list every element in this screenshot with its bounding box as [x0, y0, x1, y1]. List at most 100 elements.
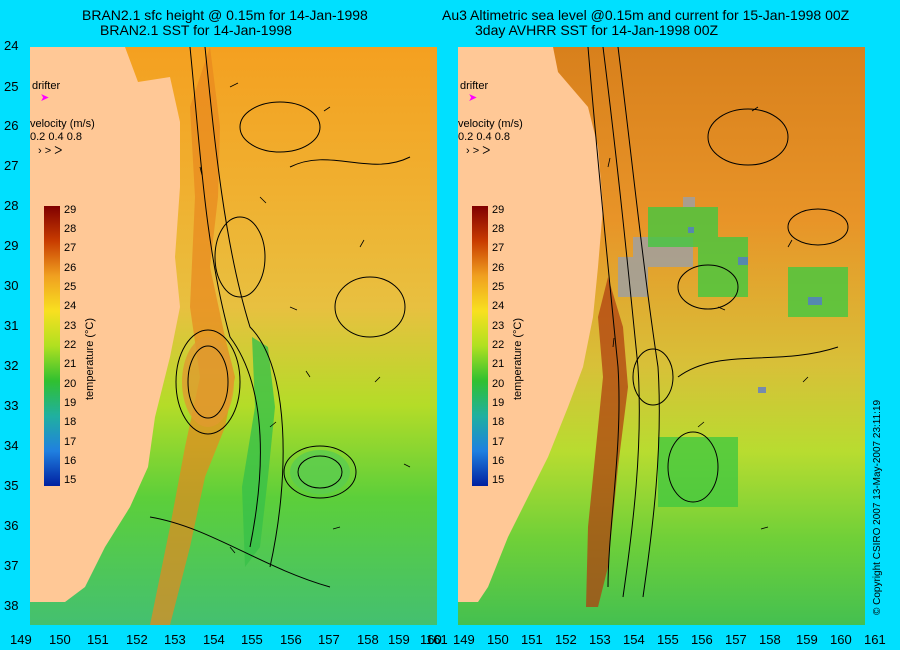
- velocity-scale: 0.2 0.4 0.8: [458, 131, 510, 143]
- colorbar: [44, 206, 60, 486]
- drifter-marker-icon: ➤: [40, 92, 50, 104]
- colorbar-tick: 25: [492, 281, 505, 293]
- drifter-label: drifter: [32, 80, 61, 92]
- lat-label: 29: [4, 238, 19, 253]
- colorbar-tick: 20: [492, 378, 505, 390]
- lon-label: 156: [691, 632, 713, 647]
- lat-label: 26: [4, 118, 19, 133]
- lat-label: 27: [4, 158, 19, 173]
- left-map: [30, 47, 437, 625]
- lon-label: 150: [487, 632, 509, 647]
- lon-label: 154: [623, 632, 645, 647]
- colorbar-tick: 21: [492, 358, 505, 370]
- colorbar-tick: 24: [492, 300, 505, 312]
- colorbar-tick: 15: [64, 474, 77, 486]
- lat-label: 30: [4, 278, 19, 293]
- lat-label: 35: [4, 478, 19, 493]
- lat-label: 37: [4, 558, 19, 573]
- velocity-label: velocity (m/s): [30, 118, 95, 130]
- colorbar-tick: 21: [64, 358, 77, 370]
- lat-label: 33: [4, 398, 19, 413]
- velocity-scale: 0.2 0.4 0.8: [30, 131, 82, 143]
- land: [30, 47, 180, 602]
- lat-label: 38: [4, 598, 19, 613]
- colorbar-tick: 15: [492, 474, 505, 486]
- lon-label: 156: [280, 632, 302, 647]
- land: [458, 47, 603, 602]
- lat-label: 34: [4, 438, 19, 453]
- colorbar-tick: 27: [492, 242, 505, 254]
- colorbar-title: temperature (°C): [512, 317, 524, 400]
- left-map-panel: [30, 47, 437, 625]
- lon-label: 158: [357, 632, 379, 647]
- colorbar-tick: 24: [64, 300, 77, 312]
- colorbar-tick: 16: [64, 455, 77, 467]
- cool-eddy: [290, 450, 350, 494]
- lon-label: 149: [10, 632, 32, 647]
- colorbar-tick: 23: [64, 320, 77, 332]
- colorbar-tick: 23: [492, 320, 505, 332]
- lon-label: 159: [796, 632, 818, 647]
- lon-label: 153: [164, 632, 186, 647]
- colorbar-tick: 18: [64, 416, 77, 428]
- colorbar-tick: 20: [64, 378, 77, 390]
- lon-label: 150: [49, 632, 71, 647]
- colorbar-tick: 22: [492, 339, 505, 351]
- colorbar-tick: 28: [492, 223, 505, 235]
- velocity-arrows-icon: › > ᐳ: [38, 145, 63, 157]
- cold-pixels: [688, 227, 822, 393]
- lon-label: 152: [555, 632, 577, 647]
- lon-label: 154: [203, 632, 225, 647]
- colorbar-tick: 17: [64, 436, 77, 448]
- colorbar-tick: 22: [64, 339, 77, 351]
- colorbar-tick: 29: [492, 204, 505, 216]
- current-arrows: [199, 82, 411, 554]
- colorbar-title: temperature (°C): [84, 317, 96, 400]
- left-title-line2: BRAN2.1 SST for 14-Jan-1998: [100, 22, 292, 38]
- velocity-arrows-icon: › > ᐳ: [466, 145, 491, 157]
- sea-level-contours: [149, 47, 411, 588]
- lon-label: 153: [589, 632, 611, 647]
- lon-label: 159: [388, 632, 410, 647]
- sea-level-contours: [587, 47, 849, 598]
- colorbar-tick: 27: [64, 242, 77, 254]
- colorbar: [472, 206, 488, 486]
- colorbar-tick: 17: [492, 436, 505, 448]
- lat-label: 28: [4, 198, 19, 213]
- right-title-line1: Au3 Altimetric sea level @0.15m and curr…: [442, 7, 850, 23]
- lon-label: 157: [725, 632, 747, 647]
- lat-label: 31: [4, 318, 19, 333]
- cool-filament: [242, 337, 275, 567]
- lon-label: 152: [126, 632, 148, 647]
- colorbar-tick: 18: [492, 416, 505, 428]
- lon-label: 161: [426, 632, 448, 647]
- drifter-marker-icon: ➤: [468, 92, 478, 104]
- lat-label: 36: [4, 518, 19, 533]
- lat-label: 24: [4, 38, 19, 53]
- lon-label: 155: [657, 632, 679, 647]
- lon-label: 160: [830, 632, 852, 647]
- right-map-panel: [458, 47, 865, 625]
- right-title-line2: 3day AVHRR SST for 14-Jan-1998 00Z: [475, 22, 719, 38]
- warm-eddy: [182, 337, 234, 427]
- drifter-label: drifter: [460, 80, 489, 92]
- right-map: [458, 47, 865, 625]
- lat-label: 32: [4, 358, 19, 373]
- colorbar-tick: 29: [64, 204, 77, 216]
- lon-label: 151: [521, 632, 543, 647]
- current-arrows: [607, 106, 809, 530]
- velocity-label: velocity (m/s): [458, 118, 523, 130]
- colorbar-tick: 26: [64, 262, 77, 274]
- left-title-line1: BRAN2.1 sfc height @ 0.15m for 14-Jan-19…: [82, 7, 368, 23]
- lon-label: 151: [87, 632, 109, 647]
- warm-current-band: [150, 47, 235, 625]
- lon-label: 157: [318, 632, 340, 647]
- lon-label: 158: [759, 632, 781, 647]
- colorbar-tick: 25: [64, 281, 77, 293]
- colorbar-tick: 16: [492, 455, 505, 467]
- colorbar-tick: 19: [492, 397, 505, 409]
- lon-label: 160: [420, 632, 442, 647]
- lon-label: 161: [864, 632, 886, 647]
- colorbar-tick: 19: [64, 397, 77, 409]
- lon-label: 155: [241, 632, 263, 647]
